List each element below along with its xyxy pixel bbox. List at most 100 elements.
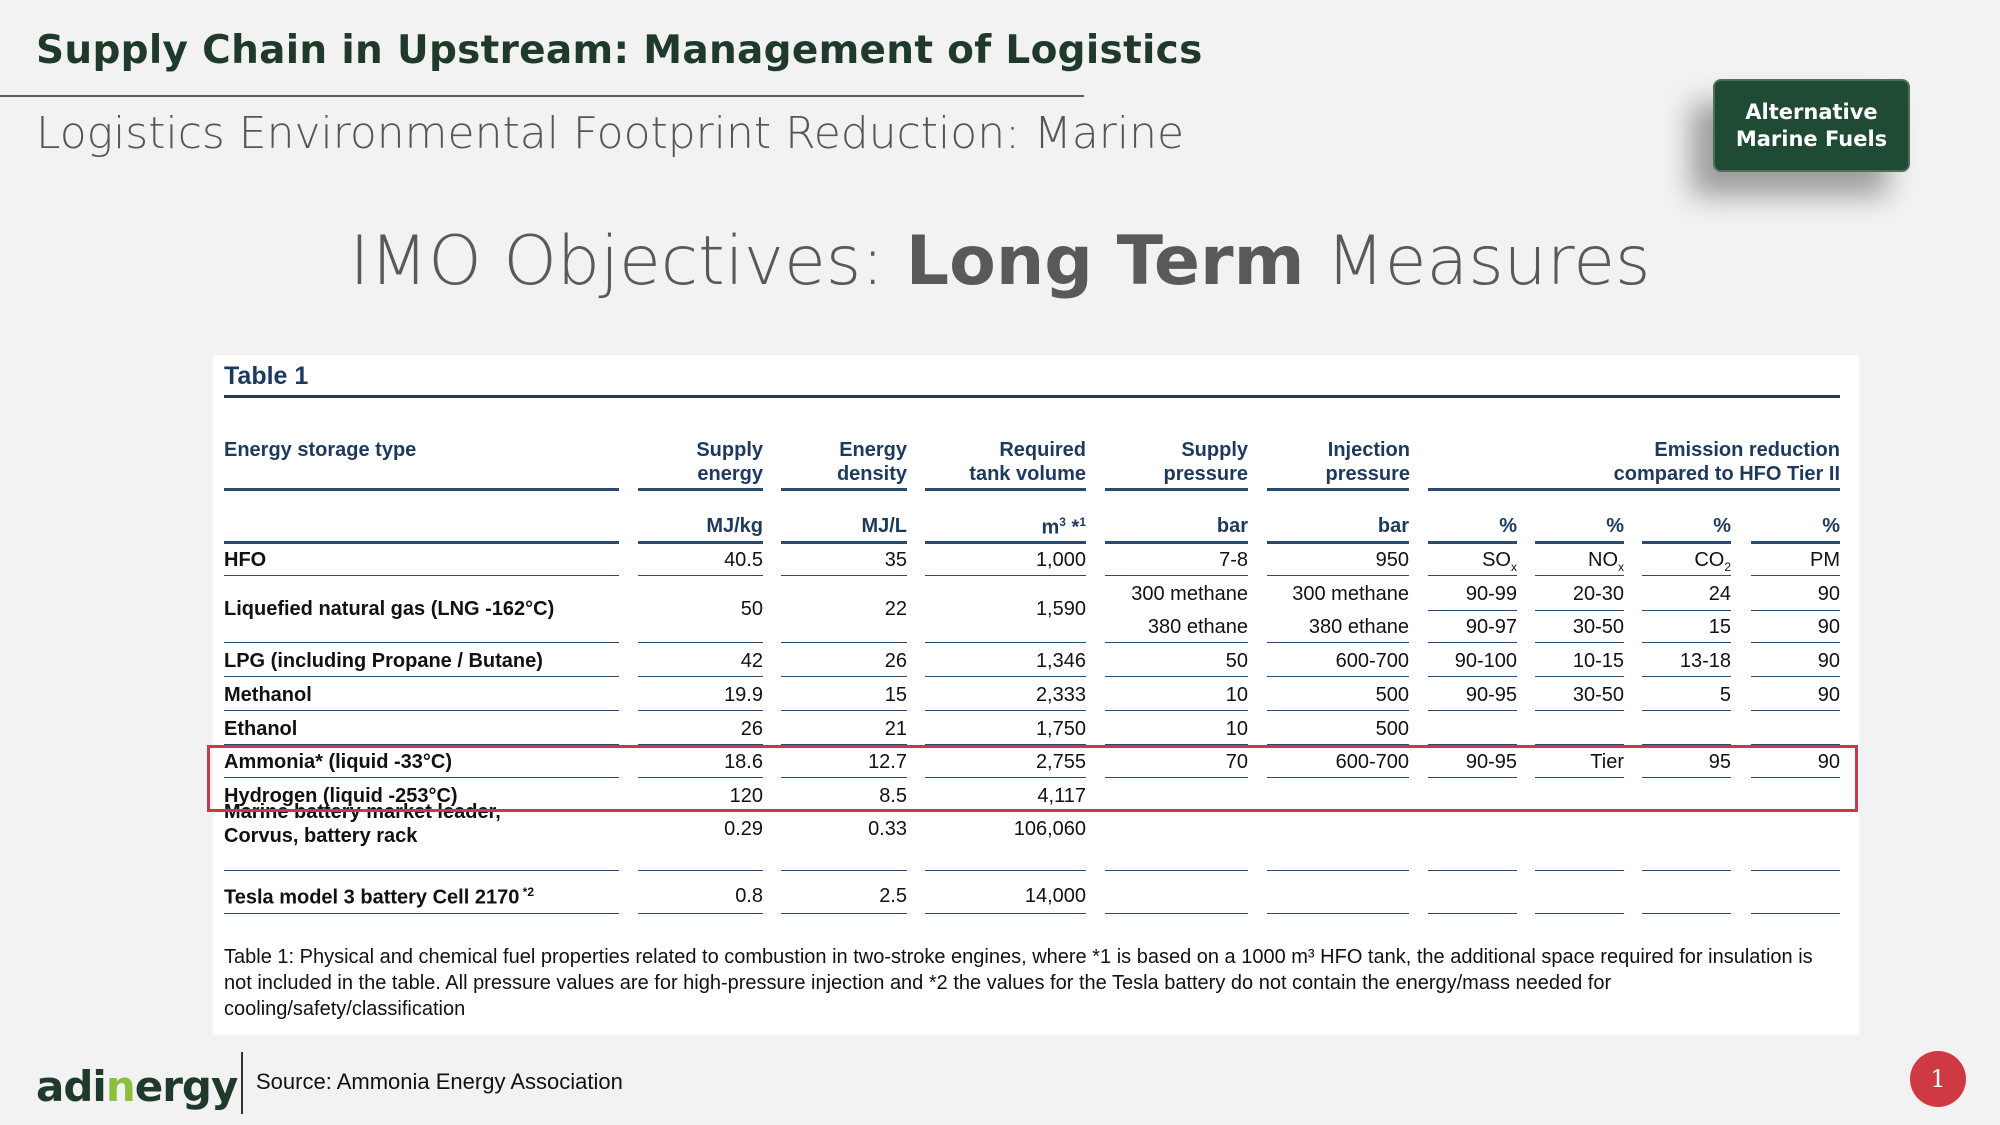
row-line <box>224 913 619 914</box>
row-line <box>1105 710 1248 711</box>
cell-value: SOx <box>1482 549 1517 574</box>
units-underline <box>1535 541 1624 544</box>
cell-value: 90 <box>1817 684 1840 706</box>
row-line <box>781 913 907 914</box>
cell-value: 10-15 <box>1572 650 1624 672</box>
row-name: Marine battery market leader, Corvus, bat… <box>224 801 501 847</box>
row-line <box>781 676 907 677</box>
units-underline <box>1428 541 1517 544</box>
cell-value: 70 <box>1225 751 1248 773</box>
units-underline <box>224 541 619 544</box>
row-line <box>638 642 763 643</box>
cell-value: 2,755 <box>1035 751 1086 773</box>
unit-label: % <box>1499 515 1517 537</box>
cell-value: 4,117 <box>1037 785 1086 807</box>
row-name: Methanol <box>224 684 312 706</box>
col-header-supply-energy: Supply energy <box>696 439 763 485</box>
header-underline <box>1105 488 1248 491</box>
row-name: HFO <box>224 549 267 571</box>
cell-value: 50 <box>740 598 763 620</box>
unit-label: % <box>1822 515 1840 537</box>
units-underline <box>1751 541 1840 544</box>
cell-value: 30-50 <box>1572 616 1624 638</box>
button-label-line1: Alternative <box>1745 99 1878 124</box>
table-panel <box>213 355 1859 1035</box>
cell-value: 90 <box>1817 650 1840 672</box>
unit-label: m3 *1 <box>1041 515 1086 539</box>
col-header-supply-pressure: Supply pressure <box>1163 439 1249 485</box>
row-line <box>1428 870 1517 871</box>
cell-value: 380 ethane <box>1147 616 1248 638</box>
cell-value: 24 <box>1708 583 1731 605</box>
row-name: Hydrogen (liquid -253°C) <box>224 785 458 807</box>
row-line <box>1105 676 1248 677</box>
slide-title: IMO Objectives: Long Term Measures <box>349 222 1651 301</box>
cell-value: 5 <box>1719 684 1731 706</box>
row-line <box>1428 777 1517 778</box>
cell-value: 35 <box>884 549 907 571</box>
row-line <box>224 777 619 778</box>
row-line <box>1751 710 1840 711</box>
row-line <box>1535 744 1624 745</box>
cell-value: 40.5 <box>724 549 763 571</box>
cell-value: 15 <box>884 684 907 706</box>
row-line <box>224 575 619 576</box>
row-line <box>781 710 907 711</box>
header-underline <box>224 488 619 491</box>
col-header-type: Energy storage type <box>224 439 417 461</box>
row-line <box>925 575 1086 576</box>
cell-value: 300 methane <box>1292 583 1409 605</box>
button-label-line2: Marine Fuels <box>1735 126 1888 151</box>
row-line <box>925 777 1086 778</box>
units-underline <box>638 541 763 544</box>
source-text: Source: Ammonia Energy Association <box>256 1069 623 1094</box>
cell-value: 90 <box>1817 583 1840 605</box>
cell-value: 95 <box>1708 751 1731 773</box>
row-line <box>781 777 907 778</box>
row-line <box>1105 913 1248 914</box>
cell-value: 1,750 <box>1035 718 1086 740</box>
cell-value: 90-99 <box>1465 583 1517 605</box>
cell-value: 1,000 <box>1035 549 1086 571</box>
units-underline <box>1642 541 1731 544</box>
cell-value: 600-700 <box>1335 650 1409 672</box>
row-line <box>925 870 1086 871</box>
row-line <box>1642 870 1731 871</box>
header-underline <box>925 488 1086 491</box>
unit-label: bar <box>1216 515 1248 537</box>
row-line <box>1267 777 1409 778</box>
cell-value: 90 <box>1817 751 1840 773</box>
row-line <box>1751 642 1840 643</box>
row-line <box>1642 642 1731 643</box>
row-line <box>1642 676 1731 677</box>
cell-value: 26 <box>884 650 907 672</box>
row-line <box>1105 642 1248 643</box>
row-name: Liquefied natural gas (LNG -162°C) <box>224 598 555 620</box>
adinergy-logo: adinergy <box>36 1062 238 1111</box>
header-subtitle: Logistics Environmental Footprint Reduct… <box>36 108 1185 159</box>
row-line <box>224 676 619 677</box>
row-line <box>1642 710 1731 711</box>
row-name: Ethanol <box>224 718 298 740</box>
table-label: Table 1 <box>224 362 309 390</box>
row-line <box>1428 575 1517 576</box>
cell-value: 21 <box>884 718 907 740</box>
unit-label: bar <box>1377 515 1409 537</box>
cell-value: 2,333 <box>1035 684 1086 706</box>
col-header-energy-density: Energy density <box>836 439 907 485</box>
row-line <box>1267 913 1409 914</box>
col-header-tank-volume: Required tank volume <box>969 439 1086 485</box>
row-line <box>1751 575 1840 576</box>
row-line <box>1751 610 1840 611</box>
cell-value: 380 ethane <box>1308 616 1409 638</box>
row-line <box>925 642 1086 643</box>
row-line <box>1535 610 1624 611</box>
row-line <box>781 744 907 745</box>
alternative-marine-fuels-button[interactable]: Alternative Marine Fuels <box>1713 79 1910 172</box>
row-line <box>1642 744 1731 745</box>
row-line <box>781 870 907 871</box>
cell-value: 18.6 <box>724 751 763 773</box>
cell-value: 50 <box>1225 650 1248 672</box>
row-line <box>224 870 619 871</box>
cell-value: 15 <box>1708 616 1731 638</box>
